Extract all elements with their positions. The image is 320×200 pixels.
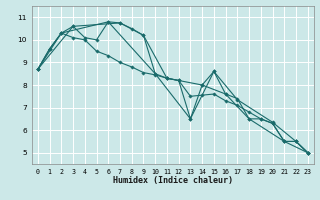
X-axis label: Humidex (Indice chaleur): Humidex (Indice chaleur) — [113, 176, 233, 185]
